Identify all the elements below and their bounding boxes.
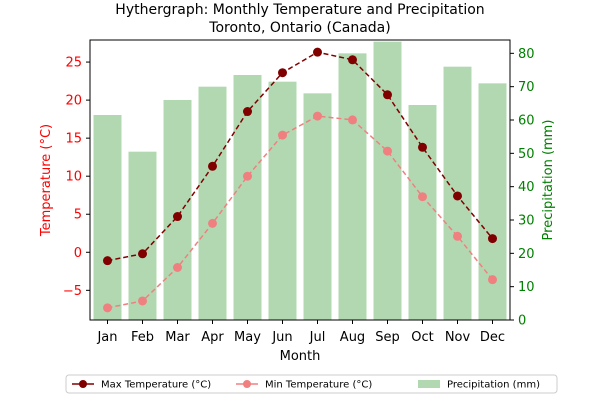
temperature-lines [103,47,497,313]
left-tick-label: 0 [74,246,82,261]
legend-max-marker [79,380,87,388]
x-tick-label: May [234,330,261,345]
x-tick-label: Jan [96,330,117,345]
plot-frame [89,39,511,321]
min-temperature-point-aug [348,115,357,125]
legend-min-label: Min Temperature (°C) [265,380,372,391]
x-tick-label: Dec [480,330,505,345]
min-temperature-point-jun [278,130,287,140]
max-temperature-point-nov [453,191,462,201]
legend: Max Temperature (°C) Min Temperature (°C)… [65,374,558,394]
max-temperature-point-dec [488,234,497,244]
min-temperature-point-oct [418,192,427,202]
x-axis-label: Month [280,349,321,364]
x-tick-label: Jul [309,330,326,345]
min-temperature-point-apr [208,218,217,228]
min-temperature-point-sep [383,146,392,156]
x-tick-label: Feb [131,330,154,345]
left-tick-label: 20 [65,94,82,109]
max-temperature-point-aug [348,55,357,65]
min-temperature-point-may [243,171,252,181]
min-temperature-point-dec [488,275,497,285]
precipitation-bar-jan [93,115,122,320]
left-tick-label: 15 [65,132,82,147]
left-tick-label: 25 [65,56,82,71]
right-axis-ticks: 0 10 20 30 40 50 60 70 80 [510,47,535,329]
precipitation-bar-jul [303,93,332,320]
right-tick-label: 10 [518,280,535,295]
legend-min-marker [243,380,251,388]
min-temperature-point-mar [173,263,182,272]
right-tick-label: 70 [518,80,535,95]
max-temperature-point-sep [383,90,392,100]
left-tick-label: −5 [63,284,82,299]
max-temperature-point-jun [278,68,287,78]
chart-subtitle: Toronto, Ontario (Canada) [208,20,390,36]
x-tick-label: Aug [340,330,365,345]
right-tick-label: 50 [518,147,535,162]
left-tick-label: 5 [74,208,82,223]
right-tick-label: 80 [518,47,535,62]
precipitation-bar-feb [128,151,157,320]
legend-precip-label: Precipitation (mm) [447,380,540,391]
min-temperature-point-jul [313,111,322,121]
max-temperature-point-jul [313,47,322,57]
precipitation-bar-aug [338,53,367,320]
precipitation-bar-jun [268,81,297,321]
x-axis-ticks: Jan Feb Mar Apr May Jun Jul Aug Sep Oct Nov Dec [96,320,505,345]
x-tick-label: Mar [165,330,190,345]
right-tick-label: 0 [518,314,526,329]
right-axis-label: Precipitation (mm) [541,120,556,241]
left-tick-label: 10 [65,170,82,185]
right-tick-label: 40 [518,180,535,195]
right-tick-label: 60 [518,114,535,129]
chart-title: Hythergraph: Monthly Temperature and Pre… [115,2,484,18]
legend-max-label: Max Temperature (°C) [101,380,211,391]
x-tick-label: Apr [201,330,224,345]
legend-precip-swatch [418,380,440,388]
right-tick-label: 30 [518,214,535,229]
precipitation-bar-sep [373,41,402,321]
max-temperature-point-jan [103,256,112,266]
min-temperature-point-nov [453,231,462,241]
x-tick-label: Sep [375,330,400,345]
max-temperature-point-oct [418,142,427,152]
precipitation-bar-oct [408,105,437,320]
max-temperature-point-may [243,107,252,117]
left-axis-label: Temperature (°C) [39,124,54,237]
right-tick-label: 20 [518,247,535,262]
max-temperature-point-apr [208,161,217,171]
left-axis-ticks: −5 0 5 10 15 20 25 [63,56,90,299]
x-tick-label: Oct [411,330,433,345]
precipitation-bar-apr [198,86,227,321]
precipitation-bar-mar [163,100,192,320]
x-tick-label: Nov [445,330,471,345]
min-temperature-point-feb [138,296,147,306]
max-temperature-point-feb [138,249,147,259]
max-temperature-point-mar [173,212,182,222]
precipitation-bars [93,41,507,321]
x-tick-label: Jun [271,330,292,345]
max-temperature-line [107,51,494,262]
min-temperature-point-jan [103,303,112,313]
legend-frame [65,374,558,394]
precipitation-bar-dec [478,83,507,320]
min-temperature-line [107,115,494,309]
